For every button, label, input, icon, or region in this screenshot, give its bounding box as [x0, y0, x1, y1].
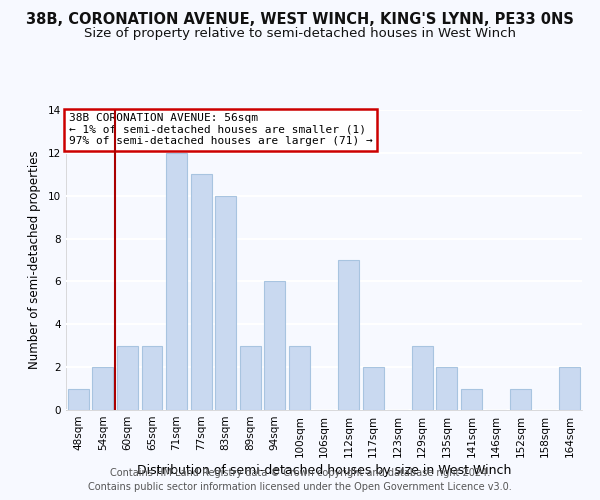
Bar: [166, 153, 187, 410]
Y-axis label: Number of semi-detached properties: Number of semi-detached properties: [28, 150, 41, 370]
Text: Size of property relative to semi-detached houses in West Winch: Size of property relative to semi-detach…: [84, 28, 516, 40]
Bar: [117, 346, 138, 410]
Text: 38B CORONATION AVENUE: 56sqm
← 1% of semi-detached houses are smaller (1)
97% of: 38B CORONATION AVENUE: 56sqm ← 1% of sem…: [68, 113, 373, 146]
Bar: [191, 174, 212, 410]
Bar: [510, 388, 531, 410]
Bar: [289, 346, 310, 410]
Bar: [142, 346, 163, 410]
X-axis label: Distribution of semi-detached houses by size in West Winch: Distribution of semi-detached houses by …: [137, 464, 511, 477]
Bar: [68, 388, 89, 410]
Bar: [240, 346, 261, 410]
Bar: [436, 367, 457, 410]
Bar: [215, 196, 236, 410]
Text: 38B, CORONATION AVENUE, WEST WINCH, KING'S LYNN, PE33 0NS: 38B, CORONATION AVENUE, WEST WINCH, KING…: [26, 12, 574, 28]
Bar: [265, 282, 286, 410]
Text: Contains public sector information licensed under the Open Government Licence v3: Contains public sector information licen…: [88, 482, 512, 492]
Bar: [412, 346, 433, 410]
Bar: [92, 367, 113, 410]
Bar: [362, 367, 383, 410]
Bar: [559, 367, 580, 410]
Bar: [338, 260, 359, 410]
Text: Contains HM Land Registry data © Crown copyright and database right 2024.: Contains HM Land Registry data © Crown c…: [110, 468, 490, 477]
Bar: [461, 388, 482, 410]
